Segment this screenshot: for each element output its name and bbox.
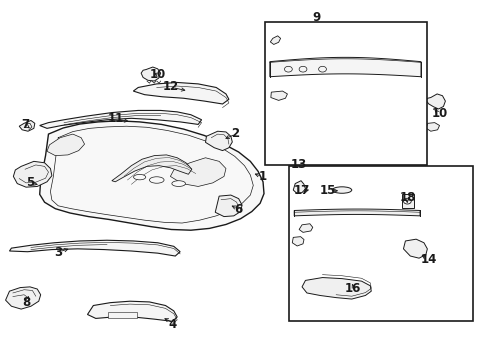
Polygon shape bbox=[205, 131, 232, 150]
Polygon shape bbox=[293, 181, 305, 194]
Polygon shape bbox=[292, 237, 304, 246]
Text: 2: 2 bbox=[230, 127, 238, 140]
Polygon shape bbox=[47, 134, 84, 156]
Text: 14: 14 bbox=[420, 253, 436, 266]
Polygon shape bbox=[133, 82, 228, 104]
Polygon shape bbox=[270, 36, 280, 44]
Bar bbox=[264, 22, 427, 165]
Text: 6: 6 bbox=[234, 203, 242, 216]
Polygon shape bbox=[403, 239, 427, 258]
Bar bbox=[289, 166, 472, 320]
Polygon shape bbox=[112, 155, 191, 182]
Text: 10: 10 bbox=[430, 107, 447, 120]
Ellipse shape bbox=[133, 175, 145, 180]
Polygon shape bbox=[9, 240, 180, 256]
Bar bbox=[401, 194, 413, 208]
Polygon shape bbox=[425, 94, 445, 109]
Polygon shape bbox=[13, 161, 52, 187]
Polygon shape bbox=[40, 111, 201, 129]
Text: 11: 11 bbox=[107, 112, 123, 125]
Polygon shape bbox=[269, 57, 420, 77]
Polygon shape bbox=[40, 121, 264, 230]
Text: 4: 4 bbox=[168, 318, 176, 331]
Polygon shape bbox=[299, 224, 312, 232]
Polygon shape bbox=[170, 158, 225, 186]
Polygon shape bbox=[141, 67, 160, 81]
Text: 15: 15 bbox=[320, 184, 336, 197]
Polygon shape bbox=[425, 123, 439, 131]
Ellipse shape bbox=[331, 187, 351, 193]
Text: 1: 1 bbox=[259, 170, 266, 183]
Text: 12: 12 bbox=[162, 80, 178, 93]
Ellipse shape bbox=[149, 177, 163, 183]
Text: 18: 18 bbox=[399, 191, 415, 204]
Polygon shape bbox=[19, 121, 35, 131]
Text: 13: 13 bbox=[290, 158, 306, 171]
Polygon shape bbox=[294, 209, 419, 216]
Polygon shape bbox=[270, 91, 287, 100]
Polygon shape bbox=[87, 301, 177, 321]
Text: 9: 9 bbox=[312, 11, 320, 24]
Bar bbox=[108, 312, 137, 319]
Text: 16: 16 bbox=[344, 282, 360, 295]
Polygon shape bbox=[215, 195, 242, 217]
Text: 17: 17 bbox=[293, 184, 309, 197]
Polygon shape bbox=[302, 278, 370, 299]
Text: 3: 3 bbox=[54, 246, 62, 259]
Text: 5: 5 bbox=[26, 176, 34, 189]
Text: 10: 10 bbox=[149, 68, 165, 81]
Text: 7: 7 bbox=[21, 118, 29, 131]
Polygon shape bbox=[5, 287, 41, 309]
Ellipse shape bbox=[171, 181, 185, 186]
Text: 8: 8 bbox=[22, 296, 30, 309]
